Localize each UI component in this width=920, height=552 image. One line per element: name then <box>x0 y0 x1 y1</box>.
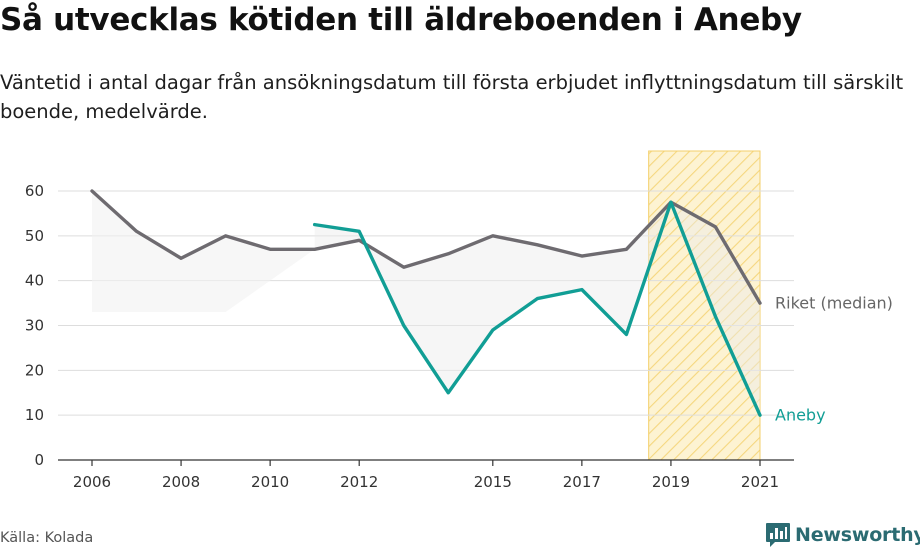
newsworthy-logo-icon <box>766 523 790 547</box>
y-tick-label: 40 <box>25 272 44 290</box>
y-tick-label: 0 <box>34 451 44 469</box>
chart-subtitle: Väntetid i antal dagar från ansökningsda… <box>0 71 904 123</box>
y-tick-label: 30 <box>25 317 44 335</box>
x-tick-label: 2008 <box>162 473 200 491</box>
early-band <box>92 191 315 313</box>
x-tick-label: 2012 <box>340 473 378 491</box>
highlight-period <box>648 150 761 461</box>
y-tick-label: 10 <box>25 406 44 424</box>
x-tick-label: 2021 <box>741 473 779 491</box>
x-tick-label: 2006 <box>73 473 111 491</box>
x-tick-label: 2017 <box>563 473 601 491</box>
source-note: Källa: Kolada <box>0 530 94 546</box>
x-tick-label: 2010 <box>251 473 289 491</box>
brand-name: Newsworthy <box>795 524 920 546</box>
series-label-aneby: Aneby <box>775 406 826 425</box>
x-tick-label: 2015 <box>474 473 512 491</box>
y-tick-label: 60 <box>25 182 44 200</box>
chart-title: Så utvecklas kötiden till äldreboenden i… <box>0 2 802 38</box>
y-tick-label: 20 <box>25 361 44 379</box>
brand-logo: Newsworthy <box>765 520 920 550</box>
series-label-riket: Riket (median) <box>775 294 893 313</box>
x-tick-label: 2019 <box>652 473 690 491</box>
gap-band <box>314 202 760 416</box>
y-tick-label: 50 <box>25 227 44 245</box>
series-line-riket <box>90 189 762 305</box>
